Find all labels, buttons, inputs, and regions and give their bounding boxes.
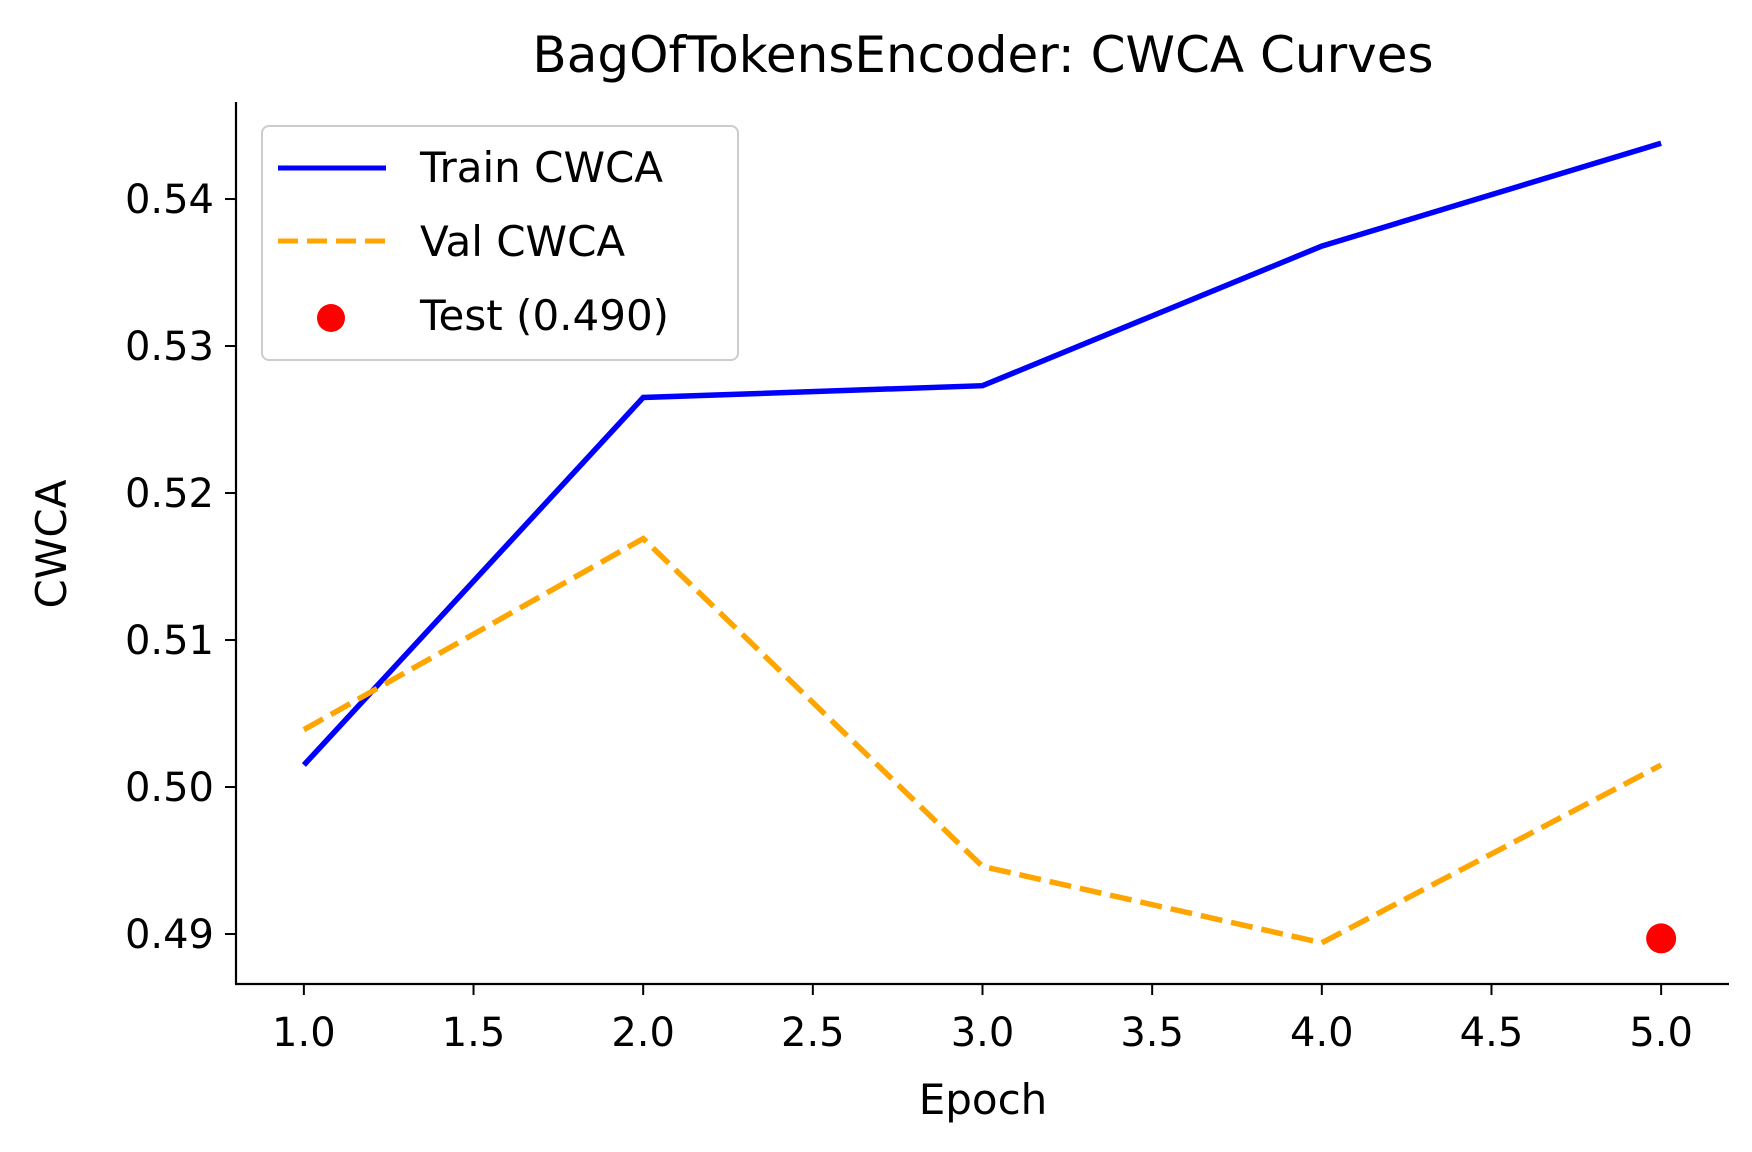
test-point: [1646, 923, 1677, 954]
x-tick-label: 4.0: [1290, 1010, 1354, 1056]
legend-box: [261, 125, 739, 361]
legend-label-test: Test (0.490): [419, 291, 669, 340]
legend-marker-test: [317, 304, 345, 332]
legend: Train CWCA Val CWCA Test (0.490): [261, 125, 739, 361]
x-axis-title: Epoch: [919, 1075, 1048, 1124]
legend-label-val: Val CWCA: [420, 217, 625, 266]
chart-title: BagOfTokensEncoder: CWCA Curves: [532, 26, 1433, 84]
y-tick-label: 0.54: [125, 177, 214, 223]
x-tick-label: 5.0: [1629, 1010, 1693, 1056]
y-tick-label: 0.53: [125, 324, 214, 370]
val-cwca-line: [302, 535, 1663, 946]
x-tick-label: 1.5: [442, 1010, 506, 1056]
x-tick-label: 2.0: [611, 1010, 675, 1056]
x-tick-label: 4.5: [1460, 1010, 1524, 1056]
y-tick-label: 0.50: [125, 765, 214, 811]
y-tick-label: 0.49: [125, 912, 214, 958]
y-axis-title: CWCA: [27, 479, 76, 608]
x-tick-label: 3.5: [1120, 1010, 1184, 1056]
legend-label-train: Train CWCA: [419, 143, 663, 192]
x-tick-label: 3.0: [951, 1010, 1015, 1056]
x-tick-label: 1.0: [272, 1010, 336, 1056]
y-tick-label: 0.52: [125, 471, 214, 517]
y-tick-label: 0.51: [125, 618, 214, 664]
plot-area: [301, 140, 1677, 954]
x-tick-label: 2.5: [781, 1010, 845, 1056]
y-axis-ticks: 0.49 0.50 0.51 0.52 0.53 0.54: [125, 177, 236, 958]
x-axis-ticks: 1.0 1.5 2.0 2.5 3.0 3.5 4.0 4.5 5.0: [272, 984, 1693, 1056]
train-cwca-line: [301, 140, 1662, 767]
